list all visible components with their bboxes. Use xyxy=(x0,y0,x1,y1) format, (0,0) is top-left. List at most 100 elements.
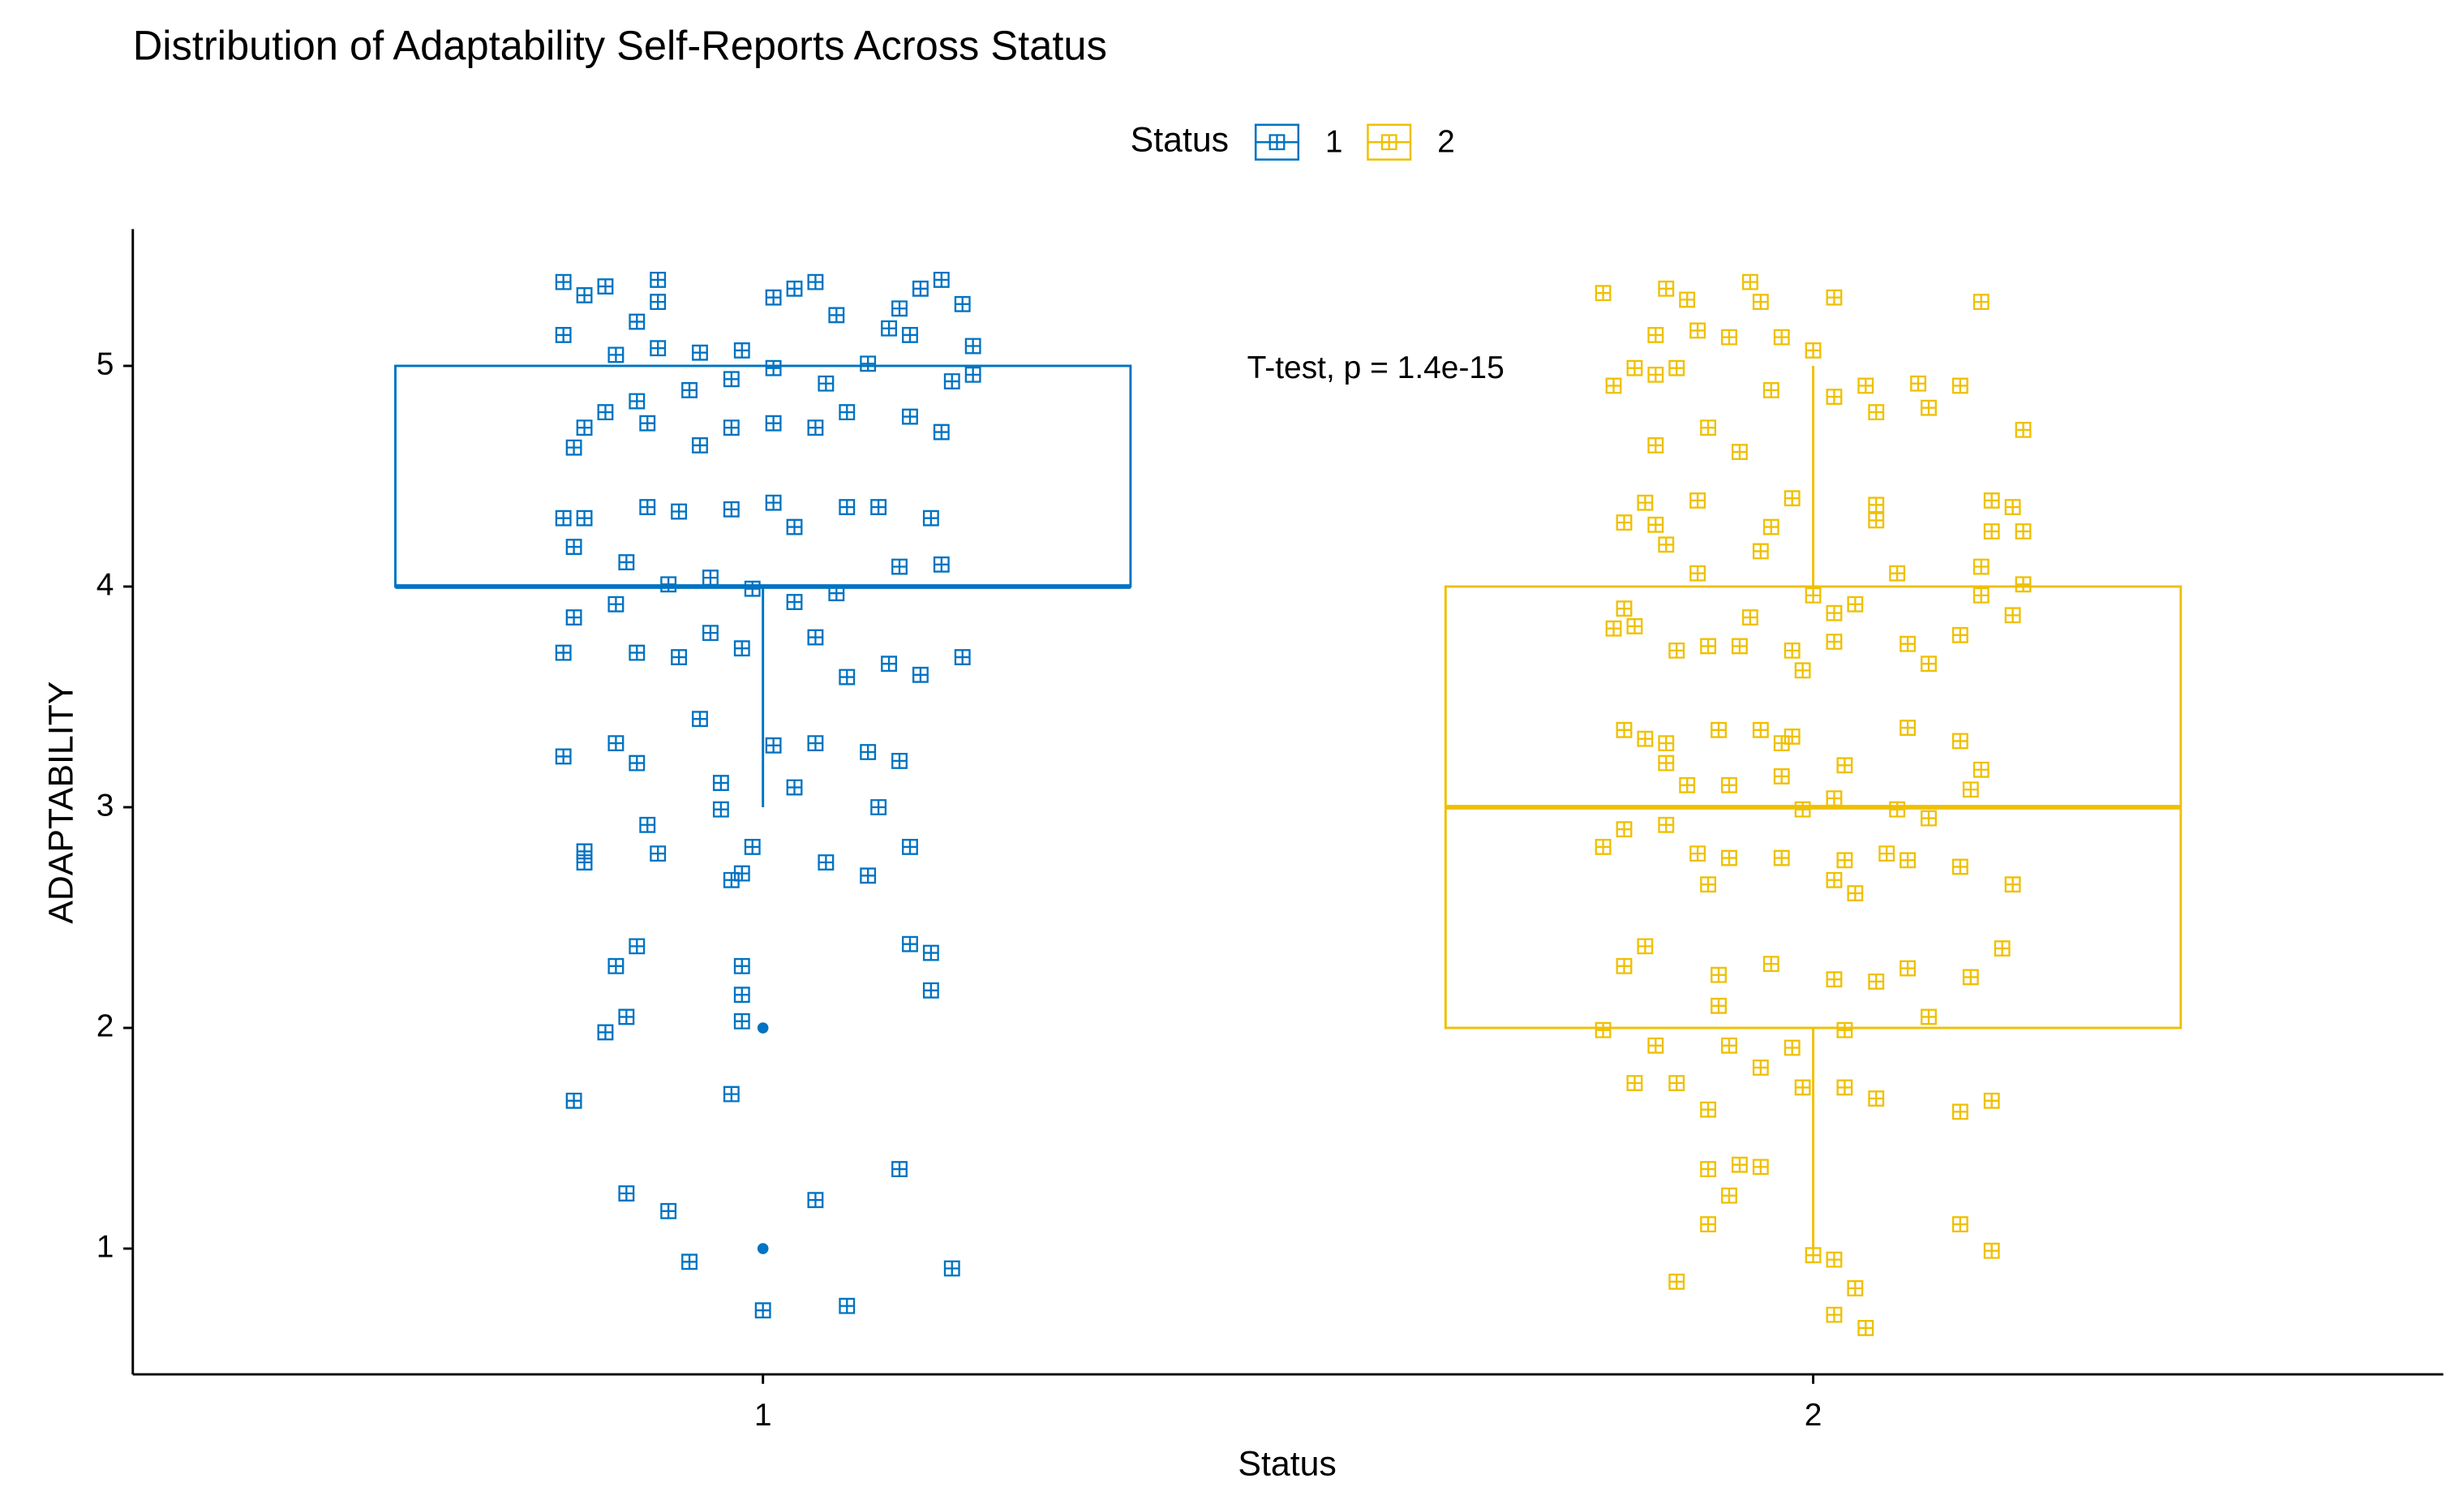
legend-title: Status xyxy=(1131,121,1229,160)
jitter-point xyxy=(870,499,887,516)
jitter-point xyxy=(1794,662,1811,679)
jitter-point xyxy=(1805,342,1822,359)
jitter-point xyxy=(712,775,729,792)
jitter-point xyxy=(723,371,740,388)
jitter-point xyxy=(1741,273,1758,290)
jitter-point xyxy=(723,1085,740,1103)
jitter-point xyxy=(1616,721,1633,738)
jitter-point xyxy=(1721,1037,1737,1054)
jitter-point xyxy=(629,393,646,410)
jitter-point xyxy=(1983,523,2000,540)
jitter-point xyxy=(860,867,877,884)
jitter-point xyxy=(922,509,939,527)
jitter-point xyxy=(922,982,939,999)
jitter-point xyxy=(555,748,572,765)
jitter-point xyxy=(1784,490,1801,507)
jitter-point xyxy=(1983,1242,2000,1259)
jitter-point xyxy=(807,1192,824,1209)
jitter-point xyxy=(807,419,824,436)
jitter-point xyxy=(1668,1273,1685,1290)
jitter-point xyxy=(618,1008,635,1025)
jitter-point xyxy=(555,644,572,661)
jitter-point xyxy=(692,344,708,361)
jitter-point xyxy=(902,935,918,952)
jitter-point xyxy=(1668,359,1685,376)
jitter-point xyxy=(1721,849,1737,866)
annotation: T-test, p = 1.4e-15 xyxy=(1247,350,1505,385)
jitter-point xyxy=(891,558,908,575)
jitter-point xyxy=(1762,381,1779,398)
jitter-point xyxy=(565,1092,582,1109)
jitter-point xyxy=(1826,634,1843,650)
jitter-point xyxy=(744,839,761,855)
jitter-point xyxy=(639,415,656,432)
jitter-point xyxy=(1647,1037,1664,1054)
jitter-point xyxy=(681,1253,698,1270)
jitter-point xyxy=(1972,761,1990,778)
jitter-point xyxy=(786,594,803,610)
jitter-point xyxy=(650,845,667,862)
jitter-point xyxy=(692,436,708,454)
jitter-point xyxy=(2015,421,2032,438)
jitter-point xyxy=(1889,801,1906,818)
jitter-point xyxy=(607,595,625,613)
jitter-point xyxy=(2015,523,2032,540)
jitter-point xyxy=(1794,1079,1811,1096)
jitter-point xyxy=(565,609,582,626)
jitter-point xyxy=(1616,957,1633,974)
jitter-point xyxy=(712,801,729,818)
x-tick-label: 1 xyxy=(754,1398,772,1433)
jitter-point xyxy=(1910,375,1926,392)
jitter-point xyxy=(733,987,750,1004)
jitter-point xyxy=(807,273,824,290)
jitter-point xyxy=(839,499,856,516)
jitter-point xyxy=(1962,969,1979,986)
jitter-point xyxy=(1972,587,1990,604)
jitter-point xyxy=(576,287,593,303)
jitter-point xyxy=(1900,720,1917,737)
jitter-point xyxy=(912,666,929,683)
jitter-point xyxy=(1784,642,1801,659)
jitter-point xyxy=(839,404,856,421)
jitter-point xyxy=(943,1260,960,1277)
jitter-point xyxy=(1868,512,1885,529)
jitter-point xyxy=(818,375,835,392)
outlier xyxy=(757,1243,769,1254)
jitter-point xyxy=(1616,514,1633,531)
jitter-point xyxy=(1731,638,1748,655)
jitter-point xyxy=(891,300,908,317)
jitter-point xyxy=(1700,876,1717,893)
jitter-point xyxy=(1658,735,1675,752)
jitter-point xyxy=(1762,956,1779,973)
legend-label: 2 xyxy=(1437,124,1455,159)
jitter-point xyxy=(1700,419,1717,436)
jitter-point xyxy=(933,423,950,441)
jitter-point xyxy=(1889,565,1906,582)
jitter-point xyxy=(1784,1039,1801,1056)
jitter-point xyxy=(1679,291,1696,308)
jitter-point xyxy=(1741,609,1758,626)
jitter-point xyxy=(650,294,667,311)
jitter-point xyxy=(1951,377,1968,394)
legend-item: 1 xyxy=(1254,123,1343,161)
jitter-point xyxy=(733,957,750,974)
jitter-point xyxy=(1868,497,1885,514)
jitter-point xyxy=(786,779,803,796)
jitter-point xyxy=(692,711,708,728)
jitter-point xyxy=(807,629,824,646)
jitter-point xyxy=(639,499,656,516)
jitter-point xyxy=(807,735,824,752)
x-axis-label: Status xyxy=(1238,1444,1336,1483)
jitter-point xyxy=(1773,767,1790,785)
jitter-point xyxy=(1689,565,1706,582)
jitter-point xyxy=(765,359,782,376)
jitter-point xyxy=(891,752,908,769)
jitter-point xyxy=(733,342,750,359)
jitter-point xyxy=(1658,816,1675,833)
jitter-point xyxy=(733,865,750,882)
jitter-point xyxy=(1983,492,2000,509)
jitter-point xyxy=(1700,1216,1717,1233)
jitter-point xyxy=(1762,518,1779,535)
jitter-point xyxy=(1721,1187,1737,1204)
